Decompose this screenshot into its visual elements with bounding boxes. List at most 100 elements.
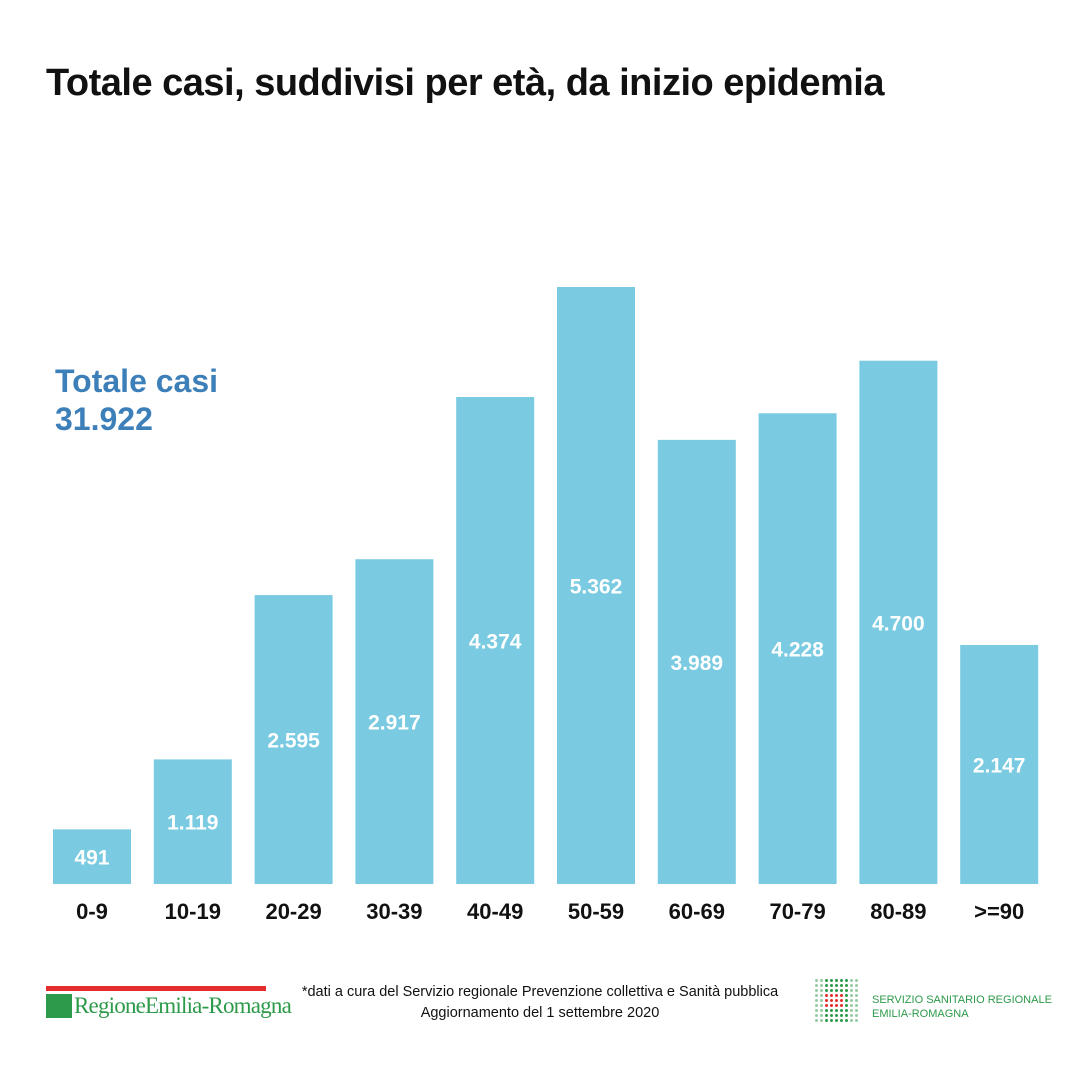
logo-dot [840, 1009, 843, 1012]
logo-dot [830, 994, 833, 997]
x-tick-label: 20-29 [265, 899, 321, 924]
logo-dot [840, 979, 843, 982]
ssr-logo-line1: SERVIZIO SANITARIO REGIONALE [872, 994, 1052, 1006]
bar-50-59 [557, 287, 635, 884]
logo-dot [835, 1019, 838, 1022]
value-label: 2.147 [973, 754, 1026, 777]
logo-dot [815, 984, 818, 987]
logo-dots-icon [814, 978, 859, 1023]
logo-dot [855, 994, 858, 997]
logo-dot [830, 984, 833, 987]
logo-dot [850, 979, 853, 982]
bar-70-79 [758, 413, 837, 884]
ssr-logo-line2: EMILIA-ROMAGNA [872, 1008, 969, 1020]
regione-emilia-romagna-logo: RegioneEmilia-Romagna [46, 986, 292, 1020]
logo-dot [845, 994, 848, 997]
logo-dot [835, 989, 838, 992]
logo-dot [840, 994, 843, 997]
logo-dot [835, 1014, 838, 1017]
logo-dot [820, 989, 823, 992]
logo-dot [835, 1009, 838, 1012]
logo-dot [850, 1014, 853, 1017]
total-cases: Totale casi 31.922 [55, 362, 218, 438]
total-cases-label: Totale casi [55, 363, 219, 399]
logo-dot [845, 989, 848, 992]
chart-title: Totale casi, suddivisi per età, da inizi… [46, 62, 885, 104]
value-label: 5.362 [570, 576, 623, 599]
logo-dot [835, 984, 838, 987]
servizio-sanitario-logo: SERVIZIO SANITARIO REGIONALE EMILIA-ROMA… [814, 978, 1052, 1023]
x-tick-label: 50-59 [568, 899, 624, 924]
logo-dot [855, 999, 858, 1002]
logo-dot [830, 999, 833, 1002]
footer-note: *dati a cura del Servizio regionale Prev… [280, 982, 800, 1024]
bar-60-69 [657, 439, 736, 884]
bar-10-19 [153, 759, 232, 884]
logo-dot [825, 989, 828, 992]
x-tick-label: 80-89 [870, 899, 926, 924]
bar-80-89 [859, 360, 938, 885]
logo-dot [855, 1004, 858, 1007]
x-tick-label: 70-79 [769, 899, 825, 924]
x-tick-label: 10-19 [165, 899, 221, 924]
logo-dot [825, 1009, 828, 1012]
logo-text: RegioneEmilia-Romagna [74, 993, 292, 1018]
value-label: 4.700 [872, 612, 925, 635]
logo-flag-icon [46, 994, 72, 1018]
logo-dot [815, 979, 818, 982]
logo-dot [825, 979, 828, 982]
logo-dot [840, 1004, 843, 1007]
logo-dot [850, 1019, 853, 1022]
logo-dot [830, 1009, 833, 1012]
logo-red-stripe [46, 986, 266, 991]
logo-dot [835, 1004, 838, 1007]
logo-dot [845, 999, 848, 1002]
logo-dot [825, 1004, 828, 1007]
logo-dot [815, 1014, 818, 1017]
logo-dot [855, 984, 858, 987]
logo-dot [840, 1019, 843, 1022]
value-label: 4.374 [469, 631, 522, 654]
logo-dot [825, 984, 828, 987]
logo-dot [850, 989, 853, 992]
logo-dot [825, 1014, 828, 1017]
logo-dot [825, 1019, 828, 1022]
logo-dot [815, 1009, 818, 1012]
logo-dot [855, 979, 858, 982]
logo-dot [850, 994, 853, 997]
logo-dot [825, 994, 828, 997]
logo-dot [855, 1014, 858, 1017]
ssr-logo-text: SERVIZIO SANITARIO REGIONALE EMILIA-ROMA… [872, 993, 1052, 1021]
bar-20-29 [254, 595, 333, 884]
logo-dot [820, 984, 823, 987]
logo-dot [830, 1014, 833, 1017]
logo-dot [830, 1019, 833, 1022]
total-cases-value: 31.922 [55, 401, 153, 437]
logo-dot [855, 989, 858, 992]
value-label: 2.595 [267, 730, 320, 753]
logo-dot [820, 994, 823, 997]
logo-dot [850, 999, 853, 1002]
footer-note-update: Aggiornamento del 1 settembre 2020 [420, 1005, 660, 1021]
logo-dot [845, 1019, 848, 1022]
x-tick-label: 60-69 [669, 899, 725, 924]
logo-dot [815, 1019, 818, 1022]
value-label: 2.917 [368, 712, 421, 735]
logo-dot [825, 999, 828, 1002]
logo-dot [845, 984, 848, 987]
value-label: 4.228 [771, 639, 824, 662]
logo-dot [815, 994, 818, 997]
logo-dot [840, 999, 843, 1002]
logo-dot [840, 989, 843, 992]
x-tick-label: 40-49 [467, 899, 523, 924]
logo-dot [855, 1019, 858, 1022]
logo-dot [835, 999, 838, 1002]
logo-dot [820, 1019, 823, 1022]
bar->=90 [960, 644, 1039, 884]
value-label: 491 [74, 847, 109, 870]
bar-30-39 [355, 559, 434, 884]
bar-0-9 [53, 829, 131, 884]
logo-dot [820, 979, 823, 982]
value-label: 3.989 [671, 652, 724, 675]
bar-chart: 491 0-9 1.119 10-19 2.595 20-29 2.917 30-39 4.37… [53, 287, 1039, 924]
